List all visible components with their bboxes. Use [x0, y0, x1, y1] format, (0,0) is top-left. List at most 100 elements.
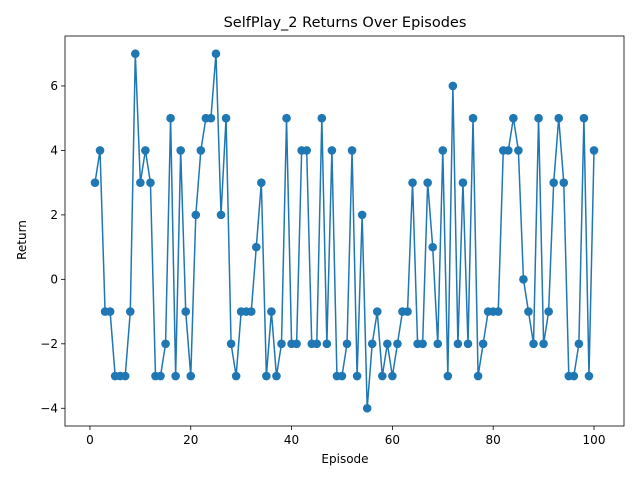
- data-point: [383, 339, 392, 349]
- data-point: [246, 307, 256, 316]
- data-point: [141, 146, 150, 155]
- data-point: [206, 113, 216, 123]
- y-tick-label: 6: [50, 79, 58, 93]
- data-point: [388, 371, 397, 381]
- data-point: [544, 307, 553, 316]
- data-point: [433, 339, 443, 349]
- data-point: [504, 146, 513, 155]
- data-point: [393, 339, 402, 349]
- data-point: [221, 113, 231, 123]
- axes-frame: [64, 35, 625, 427]
- y-tick-label: −4: [40, 401, 58, 415]
- data-point: [347, 146, 357, 155]
- data-point: [312, 339, 322, 349]
- data-point: [327, 146, 337, 155]
- x-tick-label: 20: [183, 433, 198, 447]
- data-point: [493, 307, 503, 316]
- chart-title: SelfPlay_2 Returns Over Episodes: [224, 15, 467, 31]
- data-point: [231, 371, 241, 381]
- data-point: [509, 113, 518, 123]
- data-point: [524, 307, 533, 316]
- y-axis-label: Return: [15, 220, 29, 260]
- data-point: [352, 371, 362, 381]
- y-tick-label: 0: [50, 272, 58, 286]
- data-point: [458, 178, 468, 187]
- data-point: [357, 210, 367, 220]
- data-point: [191, 210, 201, 220]
- x-tick-label: 0: [86, 433, 94, 447]
- data-point: [448, 81, 458, 91]
- y-tick-label: −2: [40, 337, 58, 351]
- data-point: [166, 113, 175, 123]
- data-point: [372, 307, 382, 316]
- data-point: [589, 146, 599, 155]
- data-point: [362, 403, 372, 413]
- data-point: [473, 371, 483, 381]
- data-point: [534, 113, 543, 123]
- data-point: [438, 146, 448, 155]
- data-point: [95, 146, 105, 155]
- x-tick-label: 60: [385, 433, 400, 447]
- data-point: [136, 178, 145, 187]
- y-tick-label: 2: [50, 208, 58, 222]
- data-point: [317, 113, 327, 123]
- data-point: [161, 339, 170, 349]
- plot-area: 0 20 40 60 80 100 −4 −2 0 2 4 6: [40, 35, 625, 447]
- data-point: [211, 49, 221, 59]
- data-point: [403, 307, 412, 316]
- data-point: [549, 178, 558, 187]
- data-point: [428, 242, 438, 252]
- x-tick-label: 100: [583, 433, 606, 447]
- series-line-0: [94, 52, 595, 410]
- data-point: [267, 307, 276, 316]
- data-point: [282, 113, 291, 123]
- data-point: [196, 146, 206, 155]
- data-point: [463, 339, 473, 349]
- data-point: [322, 339, 332, 349]
- data-point: [120, 371, 130, 381]
- data-point: [579, 113, 589, 123]
- data-point: [251, 242, 261, 252]
- data-point: [176, 146, 185, 155]
- data-point: [569, 371, 579, 381]
- data-point: [468, 113, 478, 123]
- data-point: [408, 178, 417, 187]
- data-point: [574, 339, 584, 349]
- data-point: [337, 371, 347, 381]
- data-point: [105, 307, 115, 316]
- data-point: [539, 339, 548, 349]
- data-point: [423, 178, 432, 187]
- data-point: [478, 339, 488, 349]
- data-point: [302, 146, 312, 155]
- x-axis-label: Episode: [321, 452, 368, 466]
- data-point: [519, 275, 528, 284]
- data-point: [584, 371, 594, 381]
- data-point: [262, 371, 271, 381]
- data-point: [257, 178, 266, 187]
- data-point: [367, 339, 377, 349]
- data-point: [125, 307, 135, 316]
- y-tick-label: 4: [50, 143, 58, 157]
- data-point: [529, 339, 538, 349]
- data-point: [292, 339, 301, 349]
- data-point: [186, 371, 196, 381]
- data-point: [559, 178, 569, 187]
- data-point: [131, 49, 140, 59]
- data-point: [342, 339, 352, 349]
- data-point: [216, 210, 226, 220]
- data-point: [90, 178, 100, 187]
- x-tick-label: 80: [486, 433, 501, 447]
- data-point: [443, 371, 453, 381]
- data-point: [156, 371, 165, 381]
- data-point: [554, 113, 564, 123]
- data-point: [146, 178, 155, 187]
- data-point: [272, 371, 281, 381]
- data-point: [514, 146, 523, 155]
- data-point: [171, 371, 180, 381]
- data-point: [277, 339, 286, 349]
- data-point: [453, 339, 463, 349]
- x-tick-label: 40: [284, 433, 299, 447]
- data-point: [226, 339, 236, 349]
